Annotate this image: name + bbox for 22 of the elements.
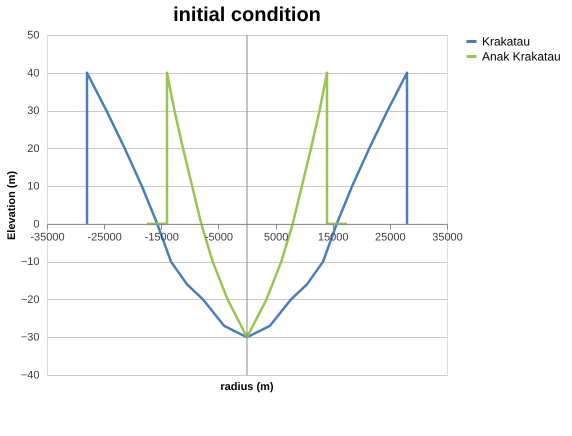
y-tick-label: 50 (27, 30, 40, 42)
y-tick-label: −30 (20, 332, 40, 344)
x-axis-title: radius (m) (220, 381, 274, 393)
x-tick-label: 35000 (432, 231, 463, 244)
y-tick-label: −10 (20, 256, 40, 268)
y-tick-label: 40 (27, 67, 40, 80)
y-tick-label: −40 (20, 370, 40, 382)
y-tick-label: −20 (20, 294, 40, 306)
legend-label: Anak Krakatau (482, 50, 561, 64)
chart-title: initial condition (173, 4, 321, 26)
line-series (146, 72, 348, 338)
x-tick-label: -25000 (88, 231, 122, 244)
y-tick-label: 10 (27, 180, 40, 193)
x-tick-label: 25000 (375, 231, 406, 244)
y-tick-label: 0 (33, 218, 40, 230)
y-axis-title: Elevation (m) (6, 170, 18, 240)
y-tick-label: 20 (27, 142, 40, 155)
x-tick-label: -35000 (30, 231, 65, 244)
line-series (86, 72, 408, 338)
x-tick-label: 5000 (264, 231, 288, 244)
y-tick-label: 30 (27, 105, 40, 118)
legend-label: Krakatau (482, 34, 530, 48)
